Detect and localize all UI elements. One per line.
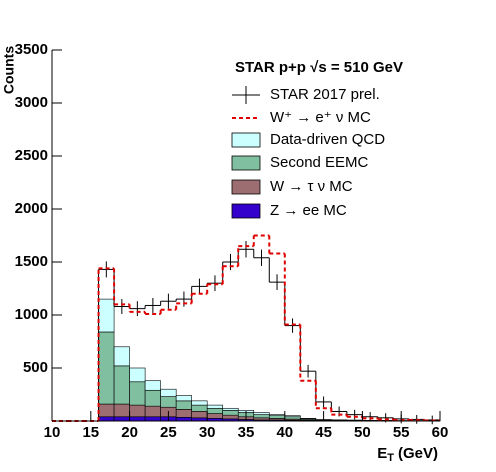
stack-bar [113, 403, 130, 418]
stack-bar [191, 411, 208, 419]
x-tick-label: 20 [121, 424, 138, 441]
stack-bar [253, 412, 270, 415]
y-tick-label: 1500 [15, 253, 48, 270]
x-tick-label: 55 [393, 424, 410, 441]
stack-bar [144, 389, 161, 407]
x-tick-label: 40 [276, 424, 293, 441]
y-tick-label: 3500 [15, 41, 48, 58]
x-label-unit: (GeV) [398, 445, 438, 462]
legend-symbol [231, 203, 261, 219]
stack-bar [268, 414, 286, 417]
x-tick-label: 10 [44, 424, 61, 441]
stack-bar [98, 403, 115, 418]
y-tick-label: 3000 [15, 94, 48, 111]
legend-symbol [231, 132, 261, 148]
stack-bar [300, 418, 317, 420]
stack-bar [253, 414, 270, 419]
x-axis-label: ET (GeV) [377, 445, 438, 464]
stack-bar [222, 410, 239, 416]
stack-bar [175, 416, 192, 422]
y-tick-label: 500 [23, 359, 48, 376]
stack-bar [191, 404, 208, 412]
legend-label: W⁺ → e⁺ ν MC [270, 109, 371, 126]
y-tick-label: 2000 [15, 200, 48, 217]
stack-bar [175, 395, 192, 402]
stack-bar [98, 416, 115, 422]
y-tick-label: 2500 [15, 147, 48, 164]
annotation: STAR p+p √s = 510 GeV [235, 59, 403, 76]
x-tick-label: 50 [354, 424, 371, 441]
legend-symbol [231, 179, 261, 195]
legend-label: Z → ee MC [270, 202, 347, 219]
x-tick-label: 30 [199, 424, 216, 441]
legend-label: STAR 2017 prel. [270, 86, 380, 103]
stack-bar [113, 416, 130, 422]
stack-bar [160, 388, 177, 397]
stack-bar [144, 405, 161, 418]
stack-bar [191, 400, 208, 406]
stack-bar [144, 416, 161, 422]
x-tick-label: 15 [82, 424, 99, 441]
stack-bar [175, 400, 192, 410]
y-axis-label: Counts [1, 46, 17, 94]
stack-bar [98, 331, 115, 405]
legend-symbol [231, 155, 261, 171]
stack-bar [222, 407, 239, 411]
stack-bar [129, 416, 146, 422]
stack-bar [284, 415, 301, 418]
legend-label: Data-driven QCD [270, 131, 385, 148]
x-label-sub: T [387, 452, 394, 464]
x-tick-label: 60 [432, 424, 449, 441]
stack-bar [129, 367, 146, 383]
stack-bar [160, 396, 177, 408]
stack-bar [206, 404, 224, 409]
legend-label: Second EEMC [270, 154, 369, 171]
x-label-main: E [377, 445, 387, 462]
y-tick-label: 1000 [15, 306, 48, 323]
stack-bar [284, 416, 301, 420]
stack-bar [129, 381, 146, 406]
x-tick-label: 35 [238, 424, 255, 441]
stack-bar [113, 346, 130, 367]
x-tick-label: 25 [160, 424, 177, 441]
stack-bar [206, 413, 224, 419]
stack-bar [268, 415, 286, 419]
stack-bar [113, 365, 130, 405]
stack-bar [129, 404, 146, 418]
stack-bar [253, 417, 270, 421]
stack-bar [144, 380, 161, 391]
stack-bar [222, 414, 239, 420]
stack-bar [206, 407, 224, 414]
x-tick-label: 45 [315, 424, 332, 441]
stack-bar [175, 409, 192, 418]
legend-label: W → τ ν MC [270, 178, 353, 195]
stack-bar [98, 298, 115, 333]
